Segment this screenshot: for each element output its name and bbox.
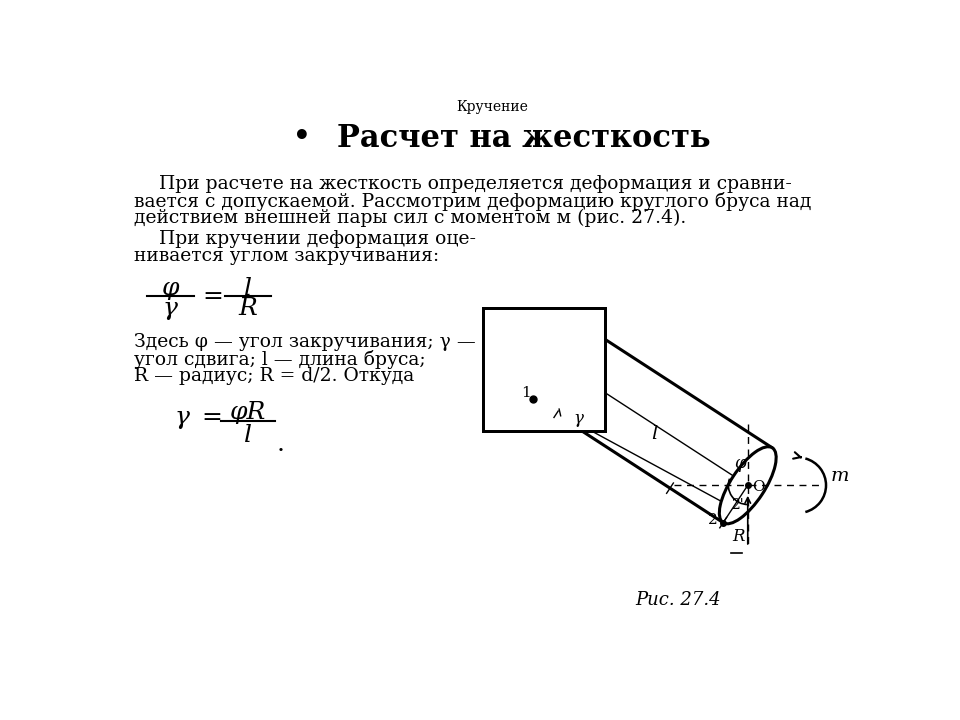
Text: γ: γ [175,406,190,429]
Ellipse shape [530,323,587,400]
Text: R — радиус; R = d/2. Откуда: R — радиус; R = d/2. Откуда [134,366,414,384]
Text: m: m [830,467,850,485]
Text: 2': 2' [731,498,744,512]
Text: R: R [238,297,257,320]
Text: φR: φR [229,400,266,423]
Text: Рис. 27.4: Рис. 27.4 [636,590,721,608]
Text: =: = [202,406,223,429]
Text: γ: γ [573,410,583,427]
Text: вается с допускаемой. Рассмотрим деформацию круглого бруса над: вается с допускаемой. Рассмотрим деформа… [134,192,811,211]
Text: Расчет на жесткость: Расчет на жесткость [337,123,710,154]
Text: R: R [732,528,745,545]
Bar [483,308,605,431]
Text: При расчете на жесткость определяется деформация и сравни-: При расчете на жесткость определяется де… [158,175,792,193]
Text: действием внешней пары сил с моментом м (рис. 27.4).: действием внешней пары сил с моментом м … [134,209,686,227]
Text: O: O [753,480,765,495]
Text: угол сдвига; l — длина бруса;: угол сдвига; l — длина бруса; [134,350,425,369]
Bar [483,308,605,431]
Text: Кручение: Кручение [456,100,528,114]
Text: Здесь φ — угол закручивания; γ —: Здесь φ — угол закручивания; γ — [134,333,476,351]
Bar [483,308,605,431]
Text: φ: φ [161,277,180,300]
Text: 1: 1 [521,386,531,400]
Ellipse shape [719,446,777,523]
Text: 2: 2 [708,513,717,527]
Text: •: • [293,123,311,150]
Text: l: l [244,277,252,300]
Text: нивается углом закручивания:: нивается углом закручивания: [134,246,439,264]
Text: .: . [276,433,284,456]
Text: =: = [203,285,224,308]
Text: γ: γ [163,297,178,320]
Text: φ: φ [733,455,745,472]
Text: l: l [652,426,658,444]
Text: l: l [244,423,252,446]
Text: При кручении деформация оце-: При кручении деформация оце- [158,230,476,248]
